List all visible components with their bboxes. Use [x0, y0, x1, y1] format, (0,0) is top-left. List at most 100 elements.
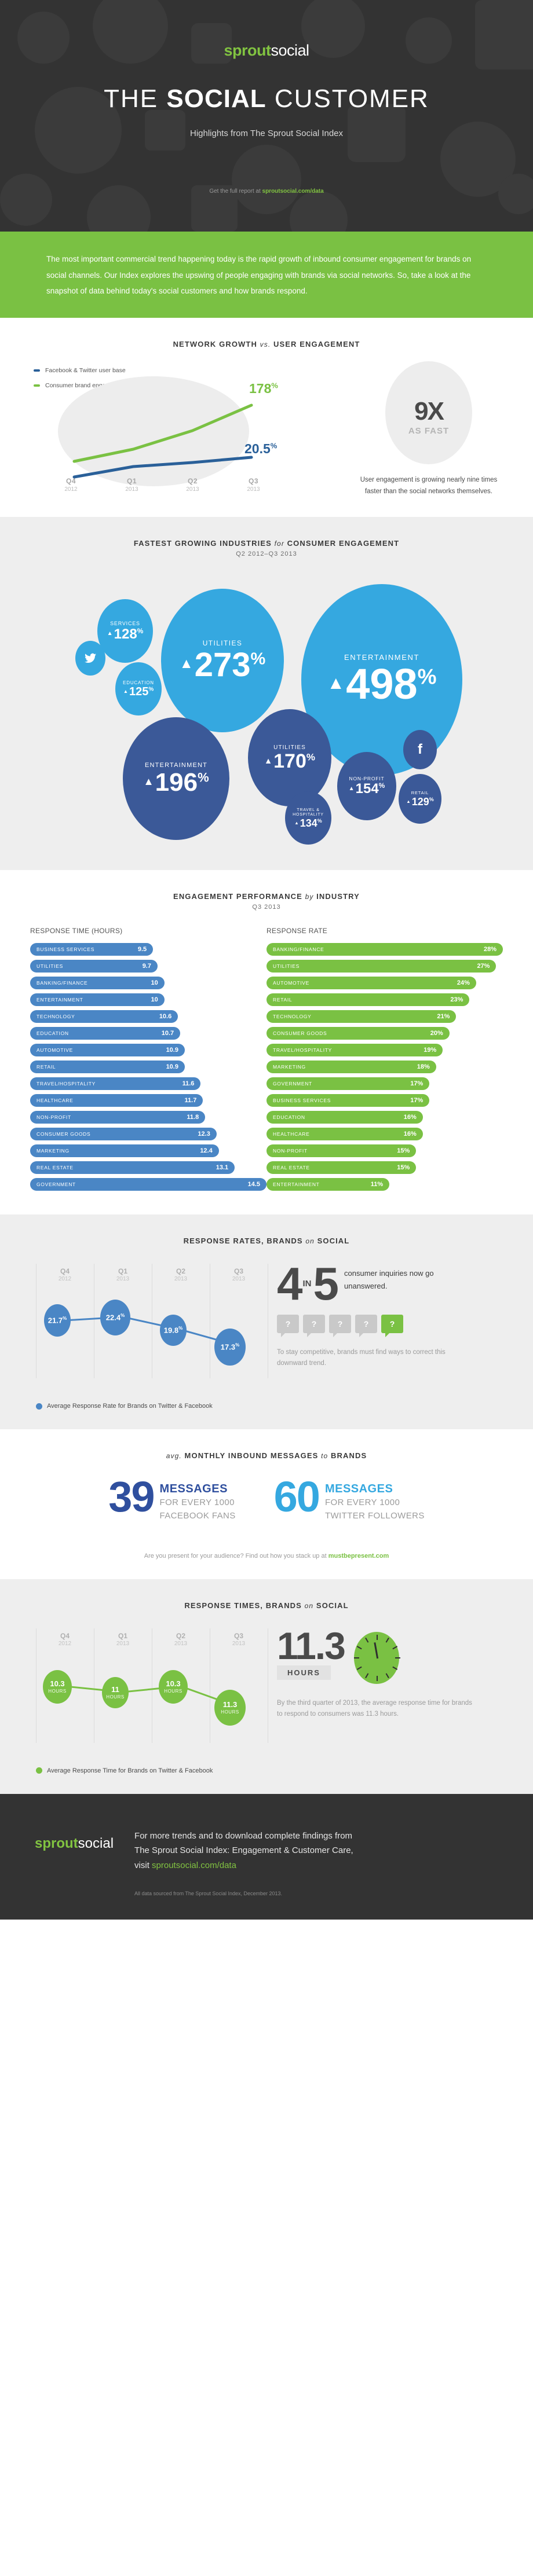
bar-label: CONSUMER GOODS — [36, 1131, 91, 1137]
bubble-label: NON-PROFIT — [349, 775, 385, 781]
network-growth-chart: Facebook & Twitter user base Consumer br… — [17, 361, 342, 497]
rt-title-a: RESPONSE TIMES, BRANDS — [184, 1601, 305, 1610]
response-time-bar-list: BUSINESS SERVICES 9.5 UTILITIES 9.7 BANKING/… — [30, 943, 266, 1195]
hero-section: sproutsocial THE SOCIAL CUSTOMER Highlig… — [0, 0, 533, 232]
logo-sprout-text: sprout — [224, 42, 271, 59]
messages-footer-link[interactable]: mustbepresent.com — [328, 1552, 389, 1559]
bar-label: TRAVEL/HOSPITALITY — [273, 1047, 333, 1054]
rr-title-a: RESPONSE RATES, BRANDS — [183, 1236, 306, 1246]
bar-value: 14.5 — [247, 1181, 260, 1188]
bar-label: HEALTHCARE — [273, 1131, 310, 1137]
bar-row: REAL ESTATE 13.1 — [30, 1161, 235, 1175]
infographic-page: sproutsocial THE SOCIAL CUSTOMER Highlig… — [0, 0, 533, 1920]
axis-tick: Q3 2013 — [232, 1267, 246, 1283]
axis-tick: Q3 2013 — [232, 1631, 246, 1647]
response-rates-note: To stay competitive, brands must find wa… — [277, 1348, 446, 1367]
stat-description: consumer inquiries now go unanswered. — [344, 1269, 434, 1290]
value-label-user-base: 20.5% — [244, 441, 277, 457]
response-rates-x-axis: Q4 2012 Q1 2013 Q2 2013 Q3 2013 — [36, 1267, 268, 1282]
stat-in-word: IN — [302, 1279, 312, 1289]
hero-report-link[interactable]: Get the full report at sproutsocial.com/… — [0, 188, 533, 195]
question-mark-icon: ? — [285, 1319, 291, 1329]
legend-swatch-green-icon — [34, 384, 40, 387]
bar-label: GOVERNMENT — [36, 1181, 76, 1188]
bar-value: 16% — [403, 1131, 417, 1138]
twitter-message-count: 60 — [273, 1473, 320, 1521]
bar-row: ENTERTAINMENT 10 — [30, 993, 165, 1007]
axis-tick: Q1 2013 — [116, 1267, 130, 1283]
response-rates-connectors — [64, 1316, 239, 1347]
bar-value: 9.7 — [142, 963, 151, 970]
logo-social-text: social — [271, 42, 309, 59]
bar-value: 23% — [450, 996, 463, 1004]
facebook-messages-stat: 39 MESSAGES FOR EVERY 1000 FACEBOOK FANS — [108, 1473, 236, 1522]
footer-data-link[interactable]: sproutsocial.com/data — [152, 1861, 236, 1871]
msg-title-b: BRANDS — [328, 1451, 367, 1461]
twitter-messages-sub1: FOR EVERY 1000 — [324, 1498, 400, 1508]
cta-url[interactable]: sproutsocial.com/data — [262, 188, 324, 195]
bar-value: 9.5 — [137, 946, 147, 953]
footer-line-1: For more trends and to download complete… — [134, 1830, 353, 1841]
ind-title-em: for — [274, 540, 284, 548]
chat-bubble-unanswered: ? — [277, 1314, 299, 1337]
axis-tick: Q4 2012 — [58, 1631, 72, 1647]
ng-green-value: 178 — [249, 381, 272, 397]
bar-value: 19% — [424, 1047, 437, 1054]
bar-label: ENTERTAINMENT — [36, 997, 83, 1003]
ng-title-b: USER ENGAGEMENT — [271, 340, 360, 349]
node-value: 11 — [111, 1685, 119, 1694]
node-value: 19.8% — [163, 1326, 183, 1335]
bar-value: 11.7 — [184, 1097, 197, 1104]
facebook-message-count: 39 — [108, 1473, 155, 1521]
axis-tick: Q2 2013 — [186, 477, 199, 493]
bar-label: NON-PROFIT — [36, 1114, 71, 1121]
footer-logo: sproutsocial — [35, 1829, 114, 1896]
messages-footer-cta[interactable]: Are you present for your audience? Find … — [0, 1553, 533, 1559]
bar-label: EDUCATION — [273, 1114, 305, 1121]
industries-bubble-chart: SERVICES ▲128% EDUCATION ▲ 125% UTILITIES… — [0, 573, 533, 850]
bar-label: BANKING/FINANCE — [273, 946, 324, 953]
data-node-q3-2013: 11.3 HOURS — [214, 1689, 246, 1726]
network-growth-lines — [72, 403, 253, 479]
bubble-twitter-services: SERVICES ▲128% — [97, 599, 153, 663]
page-subtitle: Highlights from The Sprout Social Index — [189, 129, 344, 139]
hours-unit-badge: HOURS — [277, 1665, 331, 1680]
hero-background-pattern — [0, 0, 533, 232]
bar-row: MARKETING 12.4 — [30, 1144, 219, 1158]
bar-value: 10.7 — [161, 1030, 174, 1037]
messages-footer-text: Are you present for your audience? Find … — [144, 1552, 328, 1559]
network-growth-x-axis: Q4 2012 Q1 2013 Q2 2013 Q3 2013 — [41, 477, 284, 493]
bar-row: HEALTHCARE 16% — [266, 1128, 423, 1141]
bar-label: EDUCATION — [36, 1030, 69, 1037]
chat-bubble-row: ? ? ? ? ? — [277, 1314, 474, 1337]
response-rates-legend: Average Response Rate for Brands on Twit… — [36, 1403, 533, 1410]
bar-value: 13.1 — [216, 1164, 229, 1172]
bar-label: RETAIL — [36, 1064, 56, 1070]
bubble-facebook-travel: TRAVEL & HOSPITALITY ▲ 134% — [285, 791, 331, 845]
bar-label: TRAVEL/HOSPITALITY — [36, 1081, 96, 1087]
ng-green-unit: % — [271, 381, 278, 390]
bar-row: CONSUMER GOODS 12.3 — [30, 1128, 217, 1141]
facebook-messages-sub2: FACEBOOK FANS — [159, 1511, 236, 1521]
msg-title-em2: to — [321, 1452, 328, 1461]
bar-label: RETAIL — [273, 997, 293, 1003]
network-growth-title: NETWORK GROWTH vs. USER ENGAGEMENT — [0, 340, 533, 348]
rr-title-em: on — [305, 1237, 315, 1246]
bar-label: AUTOMOTIVE — [273, 980, 310, 986]
bar-row: BUSINESS SERVICES 17% — [266, 1094, 430, 1107]
bubble-value: ▲498% — [327, 660, 437, 709]
eng-title-em: by — [305, 893, 314, 901]
bubble-facebook-retail: RETAIL ▲ 129% — [399, 774, 441, 824]
axis-tick: Q2 2013 — [174, 1631, 188, 1647]
chart-gridlines — [36, 1264, 268, 1379]
bar-label: MARKETING — [36, 1148, 70, 1154]
bubble-label: ENTERTAINMENT — [344, 653, 420, 662]
node-unit: HOURS — [221, 1709, 239, 1715]
bar-row: BANKING/FINANCE 10 — [30, 977, 165, 990]
bar-value: 21% — [437, 1013, 450, 1021]
title-part-1: THE — [104, 85, 167, 113]
axis-tick: Q3 2013 — [247, 477, 260, 493]
bubble-value: ▲ 129% — [406, 795, 434, 808]
response-time-column-header: RESPONSE TIME (HOURS) — [30, 927, 123, 935]
bar-row: MARKETING 18% — [266, 1061, 436, 1074]
